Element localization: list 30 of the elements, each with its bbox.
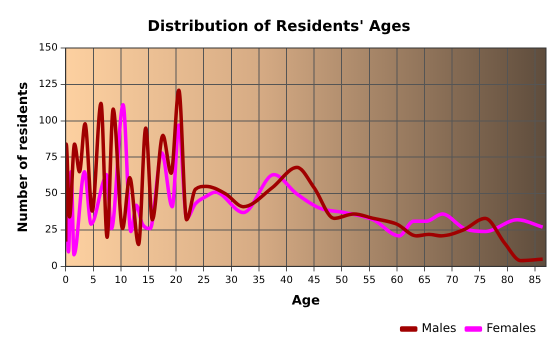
chart-title: Distribution of Residents' Ages <box>148 16 411 35</box>
x-tick-label: 5 <box>90 274 96 286</box>
y-tick-label: 150 <box>38 42 58 54</box>
x-tick-label: 50 <box>335 274 348 286</box>
x-tick-label: 55 <box>362 274 376 286</box>
x-tick-label: 10 <box>114 274 128 286</box>
y-tick-label: 0 <box>51 260 58 272</box>
y-tick-label: 75 <box>44 152 58 163</box>
x-tick-label: 25 <box>197 274 210 286</box>
x-tick-label: 0 <box>62 274 69 286</box>
legend-label: Males <box>422 321 456 336</box>
x-tick-label: 40 <box>280 274 293 286</box>
x-tick-label: 35 <box>252 274 266 286</box>
x-tick-label: 80 <box>500 274 514 286</box>
x-tick-label: 20 <box>170 274 182 286</box>
x-tick-label: 70 <box>446 274 459 286</box>
x-axis-title: Age <box>292 294 320 309</box>
x-tick-label: 15 <box>142 274 155 286</box>
y-axis-title: Number of residents <box>16 82 32 233</box>
x-tick-label: 85 <box>528 274 542 286</box>
x-tick-label: 65 <box>418 274 431 286</box>
x-tick-label: 75 <box>473 274 486 286</box>
y-tick-label: 50 <box>44 188 58 200</box>
x-tick-label: 60 <box>390 274 404 286</box>
y-tick-label: 100 <box>38 115 58 126</box>
y-tick-label: 125 <box>38 78 58 90</box>
x-tick-label: 45 <box>308 274 320 286</box>
y-tick-label: 25 <box>44 224 58 236</box>
legend-label: Females <box>486 321 536 336</box>
x-tick-label: 30 <box>224 274 238 286</box>
